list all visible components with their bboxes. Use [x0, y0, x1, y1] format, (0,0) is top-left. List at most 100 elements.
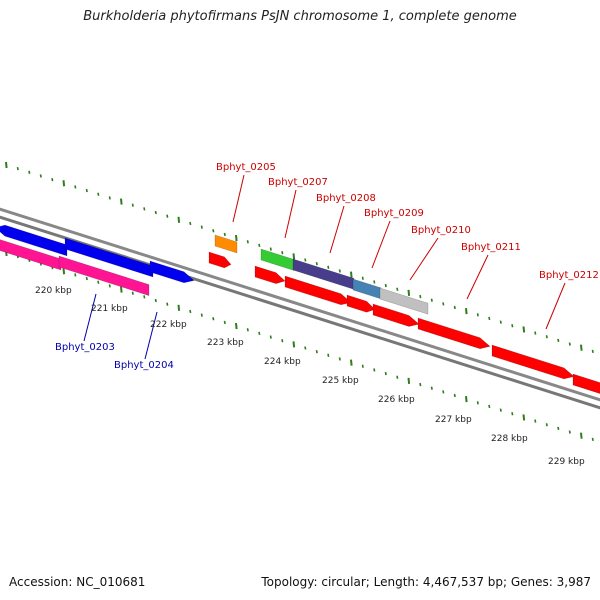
tick-mark — [166, 214, 169, 218]
gene-arrow-red — [417, 317, 491, 350]
tick-mark — [534, 419, 537, 423]
kbp-label: 223 kbp — [207, 338, 244, 348]
callout-line — [466, 254, 489, 300]
gene-arrow-steel — [352, 278, 382, 300]
tick-mark — [499, 320, 502, 324]
tick-mark — [315, 350, 318, 354]
tick-mark — [568, 342, 571, 346]
gene-label: Bphyt_0212 — [539, 270, 599, 281]
tick-mark — [62, 268, 66, 275]
kbp-label: 224 kbp — [264, 357, 301, 367]
gene-features — [0, 224, 600, 394]
tick-mark — [177, 304, 181, 311]
tick-mark — [154, 298, 157, 303]
tick-mark — [212, 229, 215, 233]
tick-mark — [338, 357, 341, 361]
callout-line — [232, 174, 245, 223]
tick-mark — [350, 271, 353, 278]
tick-mark — [465, 396, 468, 403]
kbp-label: 225 kbp — [322, 376, 359, 386]
kbp-label: 226 kbp — [378, 395, 415, 405]
tick-mark — [419, 382, 422, 387]
gene-arrow-orange — [214, 234, 238, 254]
tick-mark — [269, 247, 272, 251]
tick-mark — [281, 251, 284, 255]
tick-mark — [511, 324, 514, 328]
tick-mark — [281, 339, 284, 343]
tick-mark — [74, 273, 77, 277]
tick-mark — [258, 331, 261, 336]
tick-mark — [143, 295, 146, 299]
gene-arrow-green — [260, 248, 295, 271]
tick-mark — [488, 316, 491, 321]
tick-mark — [16, 166, 19, 171]
tick-mark — [85, 276, 88, 281]
tick-mark — [85, 188, 88, 193]
tick-mark — [131, 291, 134, 295]
tick-mark — [258, 243, 261, 248]
tick-mark — [361, 276, 364, 280]
gene-arrow-red — [254, 265, 286, 284]
tick-mark — [189, 221, 192, 226]
topology-text: Topology: circular; Length: 4,467,537 bp… — [261, 575, 591, 589]
tick-mark — [212, 317, 215, 321]
accession-text: Accession: NC_010681 — [9, 575, 146, 589]
gene-arrow-red — [284, 275, 352, 306]
tick-mark — [580, 344, 583, 351]
tick-mark — [223, 232, 226, 237]
tick-mark — [430, 386, 433, 390]
callout-line — [144, 311, 158, 360]
gene-label: Bphyt_0204 — [114, 360, 174, 371]
tick-mark — [591, 349, 594, 354]
tick-mark — [200, 313, 203, 317]
callout-line — [409, 237, 439, 281]
tick-mark — [430, 298, 433, 302]
tick-mark — [511, 412, 514, 416]
tick-mark — [28, 170, 31, 174]
tick-mark — [361, 364, 364, 368]
gene-label: Bphyt_0207 — [268, 177, 328, 188]
tick-mark — [292, 341, 296, 348]
inner-tick-track — [5, 249, 594, 442]
callout-line — [329, 205, 345, 254]
tick-mark — [304, 346, 307, 350]
tick-mark — [154, 210, 157, 215]
gene-label: Bphyt_0210 — [411, 225, 471, 236]
tick-mark — [304, 258, 307, 262]
tick-mark — [488, 404, 491, 409]
gene-label: Bphyt_0205 — [216, 162, 276, 173]
gene-arrow-blue — [0, 224, 68, 257]
tick-mark — [177, 216, 181, 223]
tick-mark — [97, 192, 100, 196]
tick-mark — [51, 177, 54, 182]
tick-mark — [235, 234, 238, 242]
tick-mark — [580, 432, 583, 439]
callout-line — [371, 220, 391, 269]
tick-mark — [131, 203, 134, 207]
gene-callouts: Bphyt_0205 Bphyt_0207 Bphyt_0208 Bphyt_0209… — [55, 162, 599, 371]
tick-mark — [384, 371, 387, 376]
tick-mark — [499, 408, 502, 412]
tick-mark — [442, 390, 445, 394]
tick-mark — [189, 309, 192, 314]
tick-mark — [568, 430, 571, 434]
tick-mark — [545, 335, 548, 339]
gene-label: Bphyt_0211 — [461, 242, 521, 253]
tick-mark — [545, 423, 548, 427]
tick-mark — [338, 269, 341, 273]
tick-mark — [108, 284, 111, 288]
tick-mark — [223, 320, 226, 325]
tick-mark — [5, 161, 8, 169]
kbp-label: 227 kbp — [435, 415, 472, 425]
kbp-label: 221 kbp — [91, 304, 128, 314]
tick-mark — [396, 287, 399, 291]
tick-mark — [39, 174, 42, 178]
tick-mark — [534, 331, 537, 335]
tick-mark — [396, 375, 399, 379]
tick-mark — [591, 437, 594, 442]
tick-mark — [373, 368, 376, 372]
gene-arrow-red — [372, 303, 420, 327]
tick-mark — [292, 253, 296, 260]
kbp-label: 228 kbp — [491, 434, 528, 444]
kbp-scale: 220 kbp 221 kbp 222 kbp 223 kbp 224 kbp 225 k… — [35, 286, 585, 467]
